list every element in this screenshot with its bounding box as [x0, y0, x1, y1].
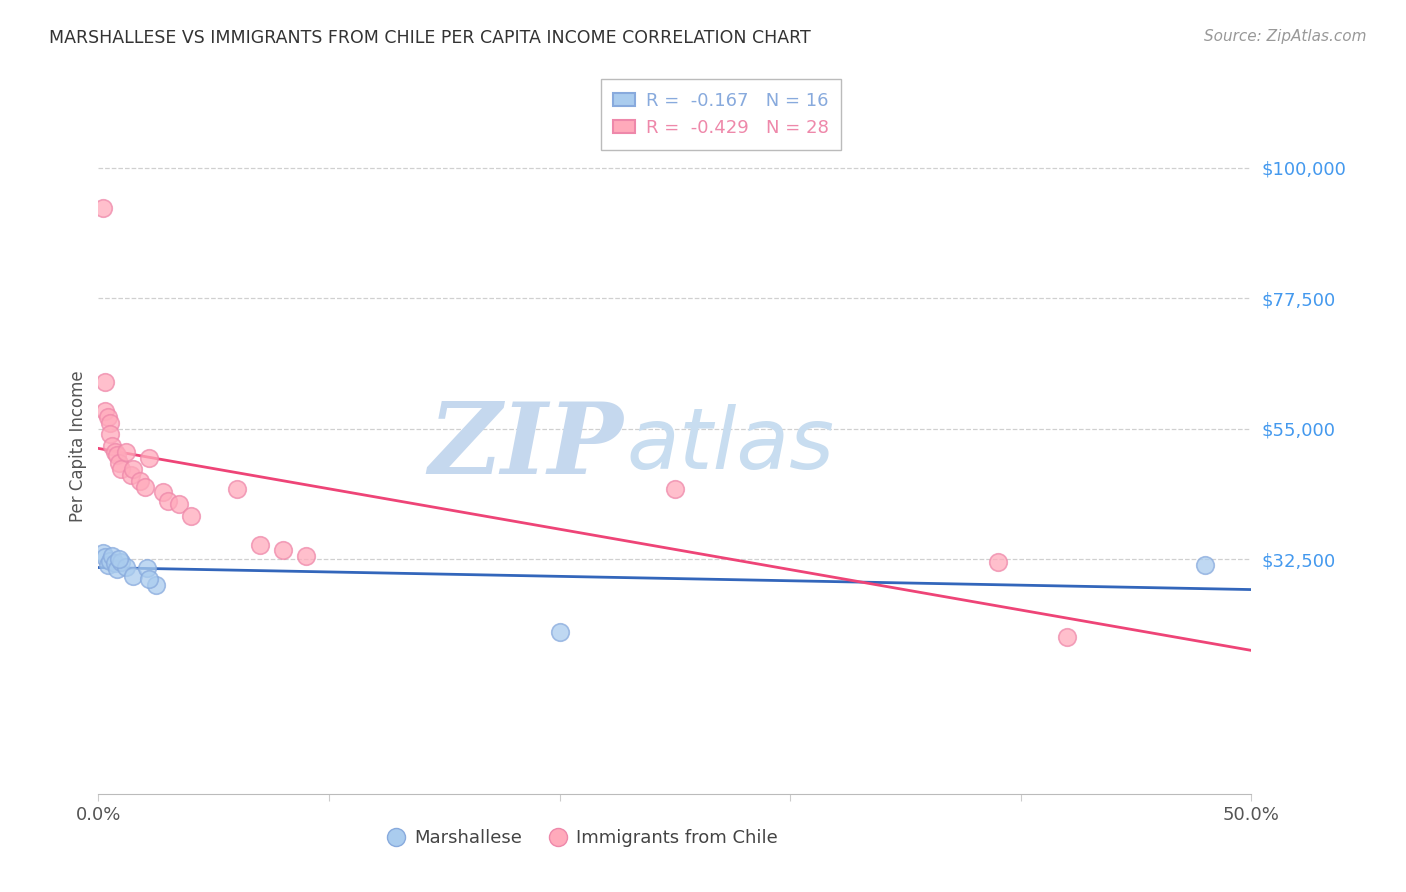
Y-axis label: Per Capita Income: Per Capita Income [69, 370, 87, 522]
Text: MARSHALLESE VS IMMIGRANTS FROM CHILE PER CAPITA INCOME CORRELATION CHART: MARSHALLESE VS IMMIGRANTS FROM CHILE PER… [49, 29, 811, 46]
Point [115, 559, 138, 574]
Point [98, 416, 121, 430]
Point [1056, 630, 1078, 644]
Point [108, 552, 131, 566]
Text: ZIP: ZIP [427, 398, 623, 494]
Point [110, 462, 132, 476]
Point [91, 201, 114, 215]
Point [548, 624, 571, 639]
Point [108, 457, 131, 471]
Point [94, 550, 117, 565]
Point [129, 474, 152, 488]
Text: Source: ZipAtlas.com: Source: ZipAtlas.com [1204, 29, 1367, 44]
Point [145, 578, 167, 592]
Point [98, 554, 121, 568]
Point [122, 569, 145, 583]
Point [167, 497, 190, 511]
Point [115, 445, 138, 458]
Text: atlas: atlas [627, 404, 834, 488]
Point [94, 404, 117, 418]
Point [135, 561, 157, 575]
Point [134, 480, 156, 494]
Point [138, 573, 160, 587]
Point [664, 483, 686, 497]
Point [101, 549, 124, 564]
Point [156, 494, 179, 508]
Point [180, 508, 202, 523]
Point [98, 427, 121, 442]
Point [94, 375, 117, 389]
Point [271, 543, 294, 558]
Point [91, 546, 114, 560]
Point [120, 467, 142, 482]
Point [122, 462, 145, 476]
Point [987, 555, 1010, 569]
Point [103, 556, 125, 570]
Point [101, 439, 124, 453]
Point [97, 558, 120, 572]
Legend: Marshallese, Immigrants from Chile: Marshallese, Immigrants from Chile [380, 822, 786, 855]
Point [105, 448, 128, 462]
Point [105, 562, 128, 576]
Point [138, 450, 160, 465]
Point [1194, 558, 1216, 572]
Point [225, 483, 247, 497]
Point [152, 485, 174, 500]
Point [295, 549, 318, 564]
Point [97, 410, 120, 425]
Point [110, 555, 132, 569]
Point [249, 537, 271, 551]
Point [103, 445, 125, 458]
